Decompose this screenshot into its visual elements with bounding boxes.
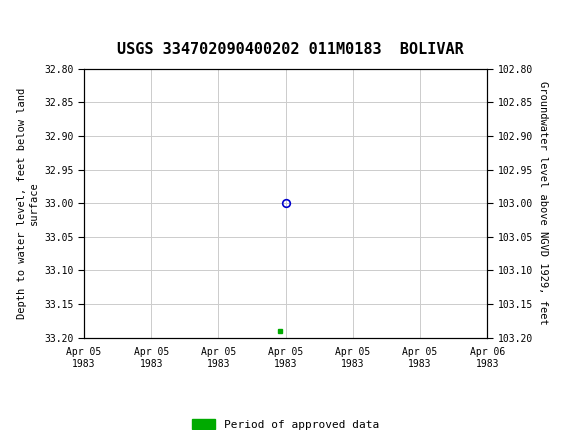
Legend: Period of approved data: Period of approved data: [188, 415, 383, 430]
Text: USGS 334702090400202 011M0183  BOLIVAR: USGS 334702090400202 011M0183 BOLIVAR: [117, 42, 463, 57]
Text: ╳USGS: ╳USGS: [3, 9, 69, 31]
Y-axis label: Groundwater level above NGVD 1929, feet: Groundwater level above NGVD 1929, feet: [538, 81, 549, 325]
Y-axis label: Depth to water level, feet below land
surface: Depth to water level, feet below land su…: [17, 88, 39, 319]
